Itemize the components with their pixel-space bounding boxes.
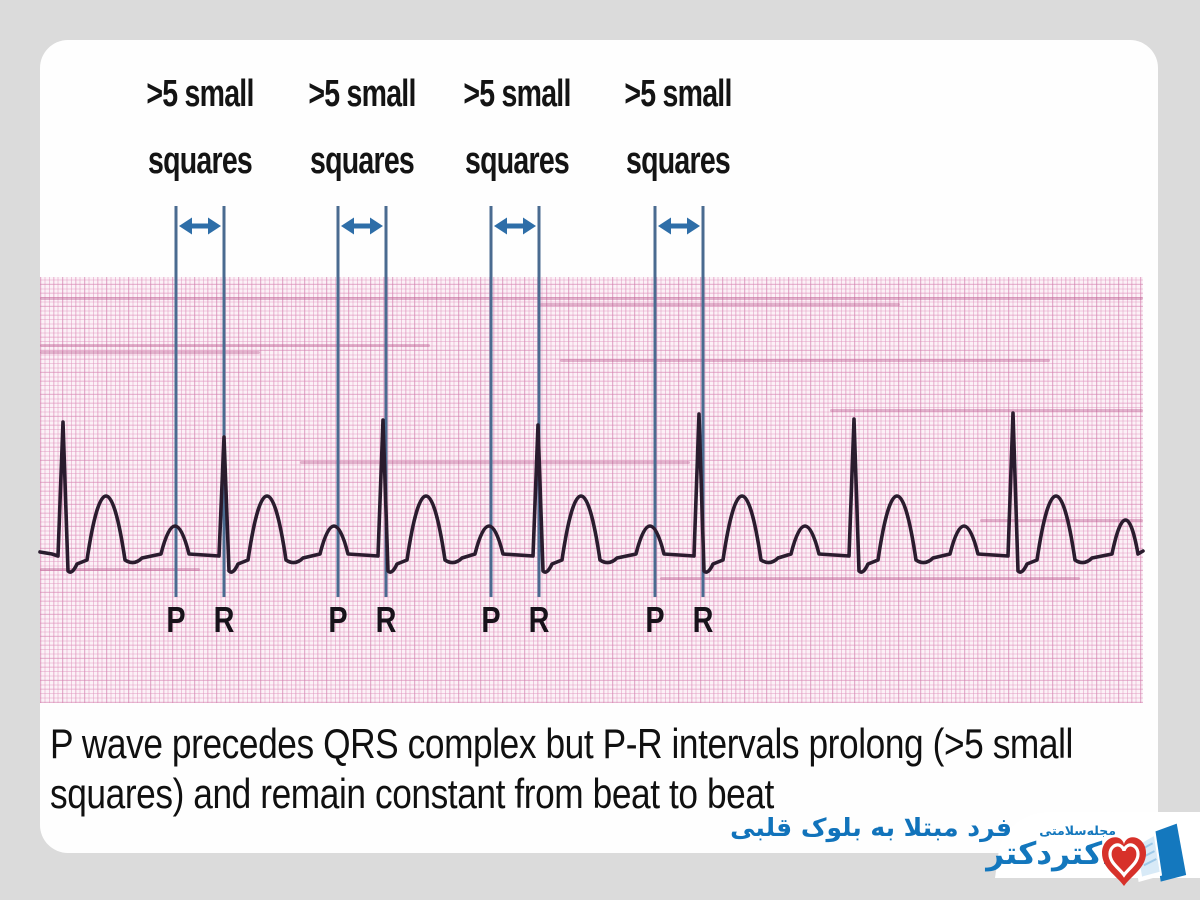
annotation-line-2: squares bbox=[464, 140, 570, 182]
grid-artifact-streak bbox=[660, 577, 1080, 580]
heart-book-icon bbox=[1102, 823, 1187, 886]
grid-artifact-streak bbox=[560, 359, 1050, 362]
annotation-line-2: squares bbox=[147, 140, 253, 182]
grid-artifact-streak bbox=[830, 409, 1143, 412]
p-wave-label: P bbox=[481, 599, 501, 640]
grid-artifact-streak bbox=[980, 519, 1143, 522]
p-wave-label: P bbox=[328, 599, 348, 640]
grid-artifact-streak bbox=[40, 344, 430, 347]
caption-line-1: P wave precedes QRS complex but P-R inte… bbox=[50, 720, 1073, 767]
r-wave-label: R bbox=[375, 599, 397, 640]
grid-artifact-streak bbox=[40, 568, 200, 571]
ecg-paper-grid bbox=[40, 277, 1143, 703]
r-wave-label: R bbox=[528, 599, 550, 640]
annotation-line-1: >5 small bbox=[624, 73, 732, 115]
annotation-line-1: >5 small bbox=[146, 73, 254, 115]
magazine-logo[interactable]: مجله‌سلامتی دکتردکتر bbox=[986, 814, 1200, 894]
annotation-line-1: >5 small bbox=[308, 73, 416, 115]
logo-wordmark: دکتردکتر bbox=[986, 836, 1119, 872]
interval-annotation: >5 small squares bbox=[603, 74, 753, 181]
grid-artifact-streak bbox=[540, 303, 900, 306]
watermark-text: فرد مبتلا به بلوک قلبی bbox=[730, 813, 1012, 842]
grid-artifact-streak bbox=[300, 461, 690, 464]
annotation-line-1: >5 small bbox=[463, 73, 571, 115]
r-wave-label: R bbox=[692, 599, 714, 640]
annotation-line-2: squares bbox=[309, 140, 415, 182]
grid-artifact-streak bbox=[40, 351, 260, 354]
interval-annotation: >5 small squares bbox=[125, 74, 275, 181]
p-wave-label: P bbox=[645, 599, 665, 640]
interval-annotation: >5 small squares bbox=[287, 74, 437, 181]
interval-annotation: >5 small squares bbox=[442, 74, 592, 181]
r-wave-label: R bbox=[213, 599, 235, 640]
logo-tagline: مجله‌سلامتی bbox=[1039, 823, 1116, 838]
annotation-line-2: squares bbox=[625, 140, 731, 182]
p-wave-label: P bbox=[166, 599, 186, 640]
caption-line-2: squares) and remain constant from beat t… bbox=[50, 770, 774, 817]
grid-artifact-streak bbox=[40, 297, 1143, 300]
figure-caption: P wave precedes QRS complex but P-R inte… bbox=[50, 719, 1073, 819]
